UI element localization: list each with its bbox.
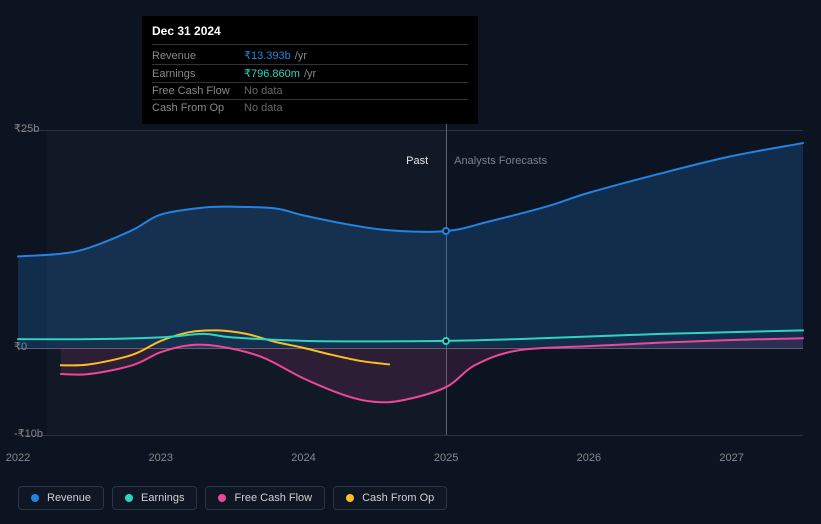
tooltip-row: Cash From OpNo data bbox=[152, 100, 468, 116]
series-svg bbox=[18, 130, 803, 435]
hover-marker-earnings bbox=[442, 337, 450, 345]
legend-item-cash_from_op[interactable]: Cash From Op bbox=[333, 486, 447, 510]
legend-label: Revenue bbox=[47, 492, 91, 504]
legend-item-earnings[interactable]: Earnings bbox=[112, 486, 197, 510]
tooltip-date: Dec 31 2024 bbox=[152, 24, 468, 45]
legend-label: Cash From Op bbox=[362, 492, 434, 504]
x-axis-label: 2022 bbox=[6, 452, 30, 464]
legend-label: Earnings bbox=[141, 492, 184, 504]
financials-chart: ₹25b₹0-₹10b202220232024202520262027PastA… bbox=[0, 0, 821, 524]
tooltip-metric-label: Earnings bbox=[152, 68, 244, 80]
tooltip-nodata: No data bbox=[244, 85, 283, 97]
tooltip-metric-value: ₹13.393b bbox=[244, 49, 291, 62]
legend-label: Free Cash Flow bbox=[234, 492, 312, 504]
hover-marker-revenue bbox=[442, 227, 450, 235]
x-axis-label: 2026 bbox=[577, 452, 601, 464]
tooltip-nodata: No data bbox=[244, 102, 283, 114]
x-axis-label: 2025 bbox=[434, 452, 458, 464]
tooltip-metric-unit: /yr bbox=[304, 68, 316, 80]
tooltip-row: Revenue₹13.393b/yr bbox=[152, 47, 468, 65]
tooltip-metric-label: Revenue bbox=[152, 50, 244, 62]
tooltip-metric-value: ₹796.860m bbox=[244, 67, 300, 80]
tooltip-metric-label: Cash From Op bbox=[152, 102, 244, 114]
tooltip-metric-unit: /yr bbox=[295, 50, 307, 62]
tooltip-metric-label: Free Cash Flow bbox=[152, 85, 244, 97]
tooltip-row: Free Cash FlowNo data bbox=[152, 83, 468, 100]
x-axis-label: 2023 bbox=[148, 452, 172, 464]
hover-tooltip: Dec 31 2024 Revenue₹13.393b/yrEarnings₹7… bbox=[142, 16, 478, 124]
legend-item-revenue[interactable]: Revenue bbox=[18, 486, 104, 510]
x-axis-label: 2024 bbox=[291, 452, 315, 464]
legend-dot-icon bbox=[346, 494, 354, 502]
series-area-revenue bbox=[18, 143, 803, 348]
legend-item-free_cash_flow[interactable]: Free Cash Flow bbox=[205, 486, 325, 510]
x-axis-label: 2027 bbox=[719, 452, 743, 464]
legend-dot-icon bbox=[31, 494, 39, 502]
plot-area[interactable]: ₹25b₹0-₹10b202220232024202520262027PastA… bbox=[18, 130, 803, 435]
tooltip-row: Earnings₹796.860m/yr bbox=[152, 65, 468, 83]
chart-legend: Revenue Earnings Free Cash Flow Cash From O… bbox=[18, 486, 447, 510]
legend-dot-icon bbox=[125, 494, 133, 502]
legend-dot-icon bbox=[218, 494, 226, 502]
